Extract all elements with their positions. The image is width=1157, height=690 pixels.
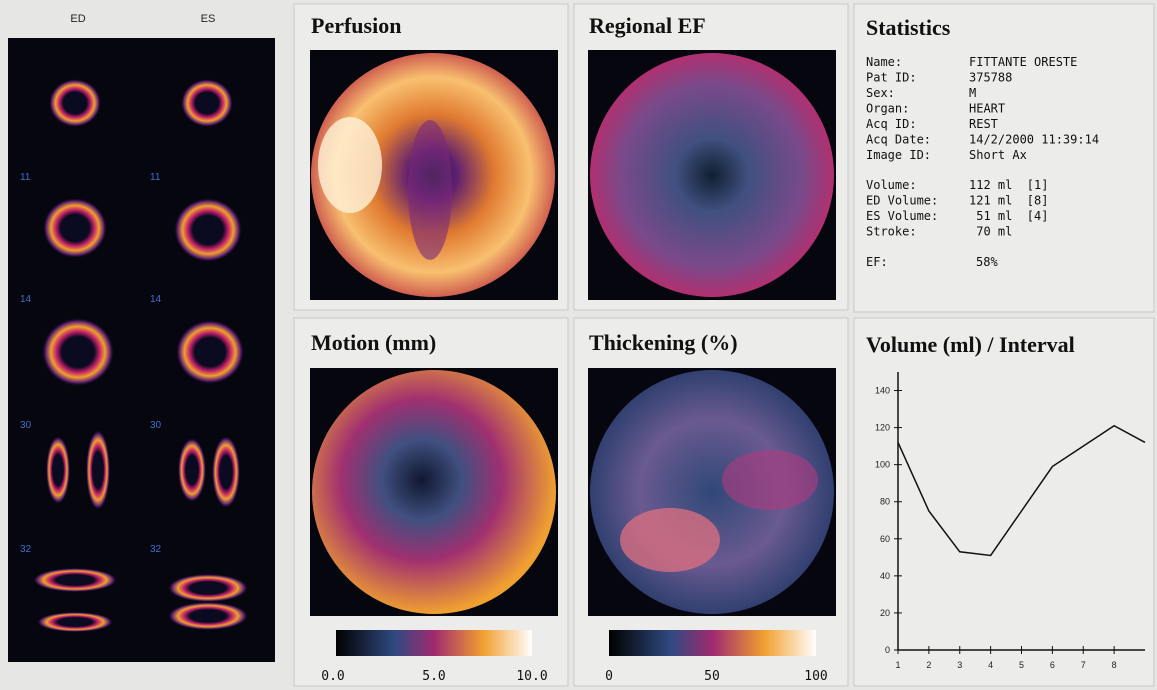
- stat-label: Image ID:: [866, 148, 931, 162]
- stat-label: Acq Date:: [866, 133, 931, 147]
- stat-value: FITTANTE ORESTE: [969, 55, 1077, 69]
- volume-chart: 0 20 40 60 80 100 120 140 1 2 3 4 5 6 7 8: [875, 372, 1146, 670]
- volume-line: [897, 424, 1146, 557]
- scale-label: 0.0: [321, 669, 344, 684]
- panel-title: Thickening (%): [589, 330, 738, 355]
- stat-label: Name:: [866, 55, 902, 69]
- chart-title: Volume (ml) / Interval: [866, 332, 1075, 357]
- stat-value: 112 ml [1]: [969, 178, 1048, 192]
- stat-label: Organ:: [866, 102, 909, 116]
- y-tick-label: 0: [885, 645, 890, 655]
- y-tick-label: 20: [880, 608, 890, 618]
- stat-value: 70 ml: [969, 225, 1012, 239]
- stat-label: Sex:: [866, 86, 895, 100]
- x-tick-label: 4: [988, 660, 993, 670]
- stat-label: Pat ID:: [866, 71, 917, 85]
- slice-number: 30: [20, 420, 32, 431]
- stat-value: Short Ax: [969, 148, 1027, 162]
- stat-value: 58%: [976, 255, 998, 269]
- y-tick-label: 60: [880, 534, 890, 544]
- x-tick-label: 2: [926, 660, 931, 670]
- scale-label: 50: [704, 669, 720, 684]
- x-tick-label: 5: [1019, 660, 1024, 670]
- stat-value: 14/2/2000 11:39:14: [969, 133, 1099, 147]
- panel-title: Motion (mm): [311, 330, 436, 355]
- x-tick-label: 1: [895, 660, 900, 670]
- slice-images: [33, 79, 248, 632]
- x-tick-label: 8: [1112, 660, 1117, 670]
- slice-number: 11: [20, 172, 31, 183]
- stat-value: HEART: [969, 102, 1005, 116]
- scale-label: 0: [605, 669, 613, 684]
- scale-label: 5.0: [422, 669, 445, 684]
- panel-title: Perfusion: [311, 13, 401, 38]
- stat-value: 121 ml [8]: [969, 194, 1048, 208]
- scale-label: 10.0: [516, 669, 547, 684]
- slice-number: 11: [150, 172, 161, 183]
- colorbars: 0.0 5.0 10.0 0 50 100: [321, 630, 828, 684]
- slices-panel: ED ES 11 11 14 14 30 30 32 32: [8, 13, 275, 662]
- stat-label: Volume:: [866, 178, 917, 192]
- scale-label: 100: [804, 669, 827, 684]
- stat-value: REST: [969, 117, 998, 131]
- y-tick-label: 80: [880, 497, 890, 507]
- y-tick-label: 120: [875, 423, 890, 433]
- slice-number: 14: [20, 294, 32, 305]
- stat-value: 375788: [969, 71, 1012, 85]
- stat-label: Acq ID:: [866, 117, 917, 131]
- x-tick-label: 7: [1081, 660, 1086, 670]
- polar-maps: [310, 50, 836, 616]
- stat-value: 51 ml [4]: [969, 209, 1048, 223]
- stat-label: ED Volume:: [866, 194, 938, 208]
- y-tick-label: 140: [875, 386, 890, 396]
- y-tick-label: 40: [880, 571, 890, 581]
- ed-label: ED: [70, 13, 85, 25]
- x-tick-label: 3: [957, 660, 962, 670]
- stat-value: M: [969, 86, 976, 100]
- slice-number: 30: [150, 420, 162, 431]
- y-tick-label: 100: [875, 460, 890, 470]
- statistics: Name: FITTANTE ORESTE Pat ID: 375788 Sex: M Or…: [866, 55, 1099, 269]
- panel-title: Regional EF: [589, 13, 706, 38]
- panel-title: Statistics: [866, 15, 951, 40]
- slice-number: 32: [20, 544, 32, 555]
- stat-label: Stroke:: [866, 225, 917, 239]
- slice-number: 32: [150, 544, 162, 555]
- x-tick-label: 6: [1050, 660, 1055, 670]
- stat-label: ES Volume:: [866, 209, 938, 223]
- stat-label: EF:: [866, 255, 888, 269]
- es-label: ES: [201, 13, 216, 25]
- slice-number: 14: [150, 294, 162, 305]
